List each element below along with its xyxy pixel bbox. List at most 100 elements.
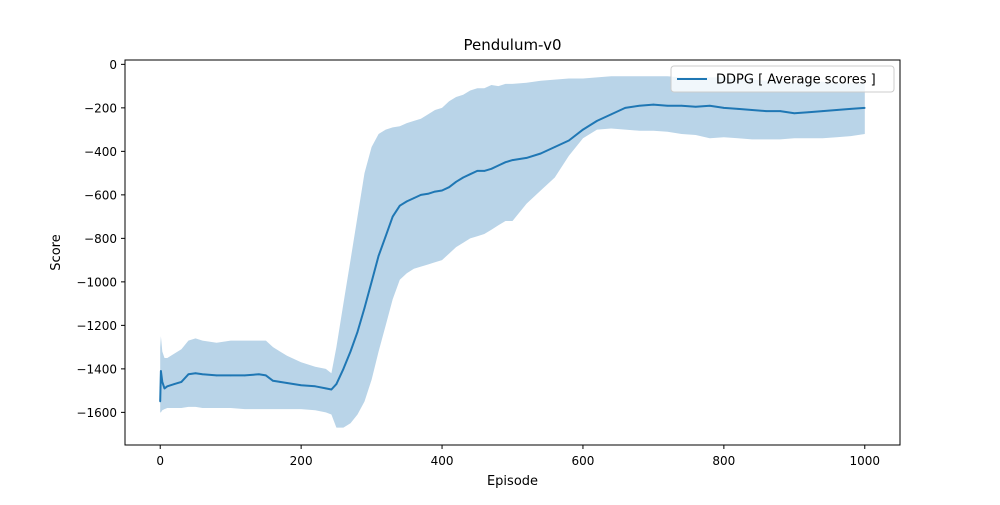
data-point [539,152,542,155]
x-tick-label: 600 [572,454,595,468]
data-point [370,281,373,283]
y-tick-label: −1600 [76,406,117,420]
data-point [793,112,796,115]
y-tick-label: −1200 [76,319,117,333]
data-point [835,109,838,111]
data-point [272,380,274,382]
data-point [469,173,472,175]
y-tick-label: −1000 [76,275,117,289]
data-point [384,235,387,237]
data-point [709,104,711,107]
data-point [163,387,166,390]
data-point [314,385,317,388]
data-point [377,255,380,257]
data-point [406,200,408,203]
data-point [737,108,739,110]
x-tick-label: 0 [156,454,164,468]
data-point [349,350,352,353]
data-point [363,307,366,309]
data-point [265,374,267,377]
data-point [286,382,288,384]
data-point [187,373,190,376]
data-point [330,388,333,391]
data-point [391,215,394,218]
data-point [504,161,507,163]
x-axis-label: Episode [487,474,538,489]
data-point [525,157,528,159]
plot-area [159,76,866,428]
y-axis-label: Score [49,234,64,270]
data-point [694,106,697,108]
data-point [680,104,683,107]
data-point [441,189,443,192]
data-point [427,193,429,195]
x-tick-label: 400 [431,454,454,468]
y-axis: 0 −200 −400 −600 −800 −1000 −1200 −1400 −1600 [76,58,125,420]
data-point [638,104,641,107]
data-point [821,110,824,112]
data-point [455,181,457,183]
data-point [652,103,655,106]
data-point [413,197,415,199]
y-tick-label: −400 [84,145,117,159]
data-point [779,110,781,112]
data-point [462,176,465,179]
data-point [596,120,598,122]
data-point [279,381,281,383]
data-point [342,368,345,370]
data-point [666,104,669,107]
data-point [483,170,486,172]
data-point [511,159,514,161]
data-point [864,107,866,109]
data-point [765,110,767,112]
data-point [335,383,338,385]
data-point [194,372,197,375]
data-point [160,370,162,372]
data-point [420,194,422,196]
data-point [497,164,500,167]
data-point [448,186,450,188]
data-point [849,108,852,110]
x-tick-label: 200 [290,454,313,468]
data-point [807,111,810,113]
data-point [161,381,164,383]
legend-label: DDPG [ Average scores ] [716,73,876,88]
chart-title: Pendulum-v0 [464,36,562,54]
data-point [244,374,246,377]
y-tick-label: −1400 [76,362,117,376]
data-point [159,400,161,403]
data-point [554,146,556,148]
data-point [173,383,176,385]
data-point [751,109,753,111]
axes-frame [124,59,901,446]
data-point [568,139,570,142]
data-point [180,381,183,383]
data-point [624,107,626,109]
data-point [399,204,401,207]
x-axis: 0 200 400 600 800 1000 [156,445,880,468]
x-tick-label: 1000 [849,454,880,468]
data-point [356,331,359,333]
y-tick-label: −600 [84,188,117,202]
data-point [434,190,436,193]
data-point [582,128,584,131]
data-point [215,374,218,377]
data-point [610,113,612,116]
data-point [300,384,302,387]
data-point [201,373,204,376]
y-tick-label: −200 [84,101,117,115]
data-point [325,387,327,390]
data-point [476,170,479,172]
data-point [229,374,232,377]
data-point [723,107,725,109]
series-0-std-band [160,76,865,428]
data-point [490,168,493,170]
data-point [258,373,260,376]
legend: DDPG [ Average scores ] [670,65,895,93]
legend-box [670,65,895,93]
y-tick-label: 0 [109,58,117,72]
x-tick-label: 800 [712,454,735,468]
y-tick-label: −800 [84,232,117,246]
